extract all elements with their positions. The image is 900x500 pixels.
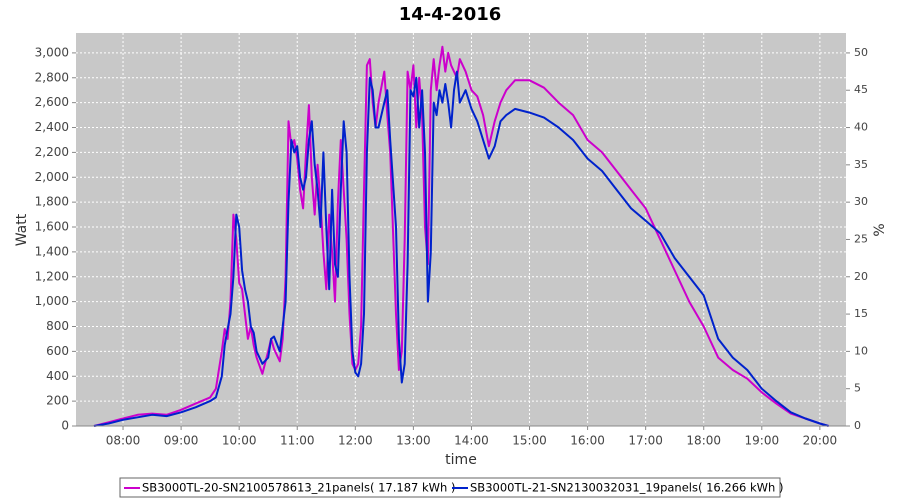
y-tick-label: 0 bbox=[61, 419, 69, 433]
y2-tick-label: 5 bbox=[854, 382, 861, 395]
y-tick-label: 3,000 bbox=[35, 45, 69, 59]
x-tick-label: 16:00 bbox=[570, 434, 605, 448]
y-tick-label: 400 bbox=[46, 369, 69, 383]
y2-tick-label: 35 bbox=[854, 158, 868, 171]
y2-tick-label: 40 bbox=[854, 121, 868, 134]
y-tick-label: 2,800 bbox=[35, 70, 69, 84]
chart-title: 14-4-2016 bbox=[399, 4, 502, 25]
y2-tick-label: 25 bbox=[854, 232, 868, 245]
legend bbox=[119, 477, 781, 498]
y-tick-label: 600 bbox=[46, 344, 69, 358]
x-tick-label: 10:00 bbox=[222, 434, 257, 448]
y-tick-label: 2,600 bbox=[35, 95, 69, 109]
x-tick-label: 09:00 bbox=[164, 434, 199, 448]
y-tick-label: 2,000 bbox=[35, 170, 69, 184]
y2-tick-label: 50 bbox=[854, 46, 868, 59]
y2-tick-label: 45 bbox=[854, 83, 868, 96]
x-tick-label: 08:00 bbox=[106, 434, 141, 448]
x-tick-label: 13:00 bbox=[396, 434, 431, 448]
y-tick-label: 2,400 bbox=[35, 120, 69, 134]
y-tick-label: 2,200 bbox=[35, 145, 69, 159]
y-tick-label: 1,000 bbox=[35, 294, 69, 308]
x-tick-label: 17:00 bbox=[628, 434, 663, 448]
y2-tick-label: 15 bbox=[854, 307, 868, 320]
series-line bbox=[93, 70, 829, 427]
x-tick-label: 11:00 bbox=[280, 434, 315, 448]
x-tick-label: 12:00 bbox=[338, 434, 373, 448]
x-tick-label: 18:00 bbox=[686, 434, 721, 448]
y2-axis-title: % bbox=[872, 223, 888, 236]
y-tick-label: 200 bbox=[46, 394, 69, 408]
x-axis-title: time bbox=[445, 452, 477, 468]
y-tick-label: 1,600 bbox=[35, 220, 69, 234]
y-tick-label: 1,200 bbox=[35, 269, 69, 283]
y2-tick-label: 0 bbox=[854, 419, 861, 432]
y-tick-label: 1,400 bbox=[35, 244, 69, 258]
x-tick-label: 14:00 bbox=[454, 434, 489, 448]
x-tick-label: 15:00 bbox=[512, 434, 547, 448]
y-tick-label: 1,800 bbox=[35, 195, 69, 209]
legend-label: SB3000TL-21-SN2130032031_19panels( 16.26… bbox=[470, 481, 783, 495]
y2-tick-label: 10 bbox=[854, 344, 868, 357]
x-tick-label: 20:00 bbox=[803, 434, 838, 448]
x-tick-label: 19:00 bbox=[745, 434, 780, 448]
y2-tick-label: 20 bbox=[854, 270, 868, 283]
legend-label: SB3000TL-20-SN2100578613_21panels( 17.18… bbox=[142, 481, 455, 495]
y-axis-title: Watt bbox=[14, 213, 30, 246]
y-tick-label: 800 bbox=[46, 319, 69, 333]
y2-tick-label: 30 bbox=[854, 195, 868, 208]
